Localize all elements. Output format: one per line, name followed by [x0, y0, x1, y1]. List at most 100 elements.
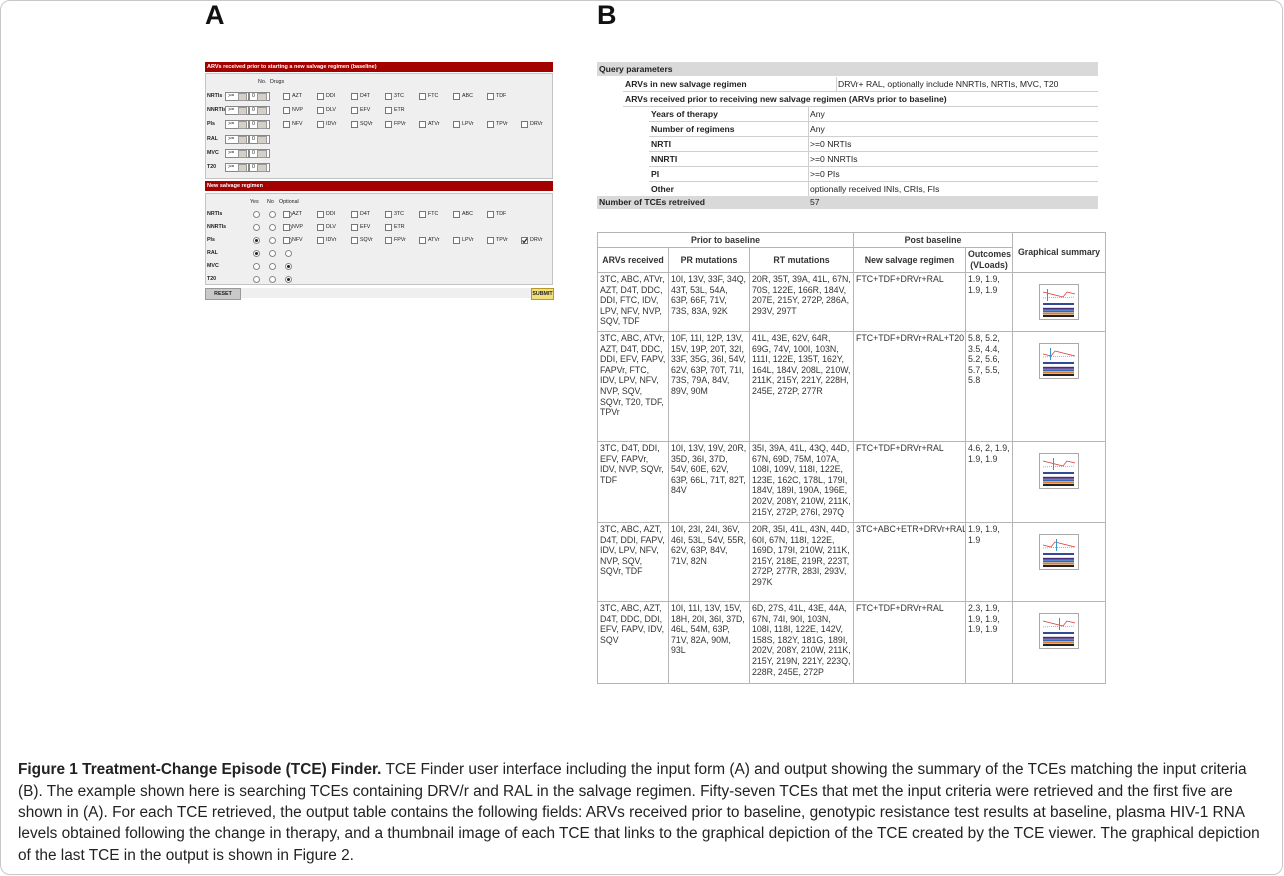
checkbox — [283, 107, 290, 114]
result-cell: 41L, 43E, 62V, 64R, 69G, 74V, 100I, 103N… — [750, 332, 854, 442]
thumbnail[interactable] — [1039, 453, 1079, 489]
checkbox — [317, 107, 324, 114]
checkbox — [317, 121, 324, 128]
thumbnail-shape — [1043, 362, 1074, 364]
checkbox — [453, 211, 460, 218]
result-cell: 3TC, D4T, DDI, EFV, FAPVr, IDV, NVP, SQV… — [598, 442, 669, 523]
thumbnail-shape — [1043, 632, 1074, 634]
thumbnail-shape — [1043, 308, 1074, 310]
column-header: Drugs — [270, 79, 284, 85]
drug-label: D4T — [360, 93, 370, 99]
drug-label: 3TC — [394, 93, 404, 99]
query-value: >=0 NRTIs — [810, 137, 851, 151]
thumbnail-shape — [1043, 372, 1074, 374]
drug-label: DRVr — [530, 237, 543, 243]
drug-label: FTC — [428, 211, 438, 217]
thumbnail[interactable] — [1039, 534, 1079, 570]
thumbnail-shape — [1043, 558, 1074, 560]
thumbnail-shape — [1043, 474, 1074, 476]
column-header: Optional — [279, 199, 299, 205]
thumbnail-shape — [1043, 477, 1074, 479]
row-label: RAL — [207, 136, 218, 142]
checkbox — [385, 121, 392, 128]
radio-dot — [287, 265, 290, 268]
query-divider — [808, 152, 809, 166]
row-label: MVC — [207, 263, 219, 269]
query-value: optionally received INIs, CRIs, FIs — [810, 182, 939, 196]
column-header: ARVs received — [598, 248, 669, 273]
thumbnail[interactable] — [1039, 284, 1079, 320]
radio — [269, 237, 276, 244]
drug-label: TPVr — [496, 121, 508, 127]
drug-label: FPVr — [394, 121, 406, 127]
row-label: MVC — [207, 150, 219, 156]
thumbnail[interactable] — [1039, 343, 1079, 379]
thumbnail-shape — [1043, 303, 1074, 305]
thumbnail-cell — [1013, 602, 1106, 684]
row-label: NRTIs — [207, 211, 222, 217]
query-value: 57 — [810, 196, 820, 209]
checkbox — [283, 224, 290, 231]
drug-label: LPVr — [462, 237, 474, 243]
thumbnail[interactable] — [1039, 613, 1079, 649]
row-label: T20 — [207, 164, 216, 170]
result-row: 3TC, ABC, ATVr, AZT, D4T, DDC, DDI, EFV,… — [598, 332, 1106, 442]
result-cell: 10I, 13V, 19V, 20R, 35D, 36I, 37D, 54V, … — [669, 442, 750, 523]
result-cell: 2.3, 1.9, 1.9, 1.9, 1.9, 1.9 — [966, 602, 1013, 684]
drug-label: EFV — [360, 107, 370, 113]
checkbox — [351, 121, 358, 128]
row-label: NRTIs — [207, 93, 222, 99]
checkbox — [317, 93, 324, 100]
drug-label: DDI — [326, 93, 335, 99]
query-label: ARVs received prior to receiving new sal… — [625, 92, 947, 106]
checkbox — [283, 121, 290, 128]
group-header: Prior to baseline — [598, 233, 854, 248]
drug-label: NVP — [292, 107, 303, 113]
drug-label: ETR — [394, 107, 405, 113]
column-header: No. — [258, 79, 266, 85]
count-button — [257, 121, 267, 129]
radio — [269, 276, 276, 283]
drug-label: DLV — [326, 107, 336, 113]
thumbnail-shape — [1043, 565, 1074, 567]
drug-label: ABC — [462, 93, 473, 99]
query-row — [649, 152, 1098, 167]
checkbox — [419, 93, 426, 100]
result-row: 3TC, ABC, AZT, D4T, DDI, FAPV, IDV, LPV,… — [598, 523, 1106, 602]
thumbnail-shape — [1043, 639, 1074, 641]
result-cell: 10I, 13V, 33F, 34Q, 43T, 53L, 54A, 63P, … — [669, 273, 750, 332]
thumbnail-shape — [1043, 369, 1074, 371]
drug-label: ATVr — [428, 121, 439, 127]
result-cell: 10I, 23I, 24I, 36V, 46I, 53L, 54V, 55R, … — [669, 523, 750, 602]
drug-label: IDVr — [326, 237, 336, 243]
result-cell: FTC+TDF+DRVr+RAL — [854, 442, 966, 523]
thumbnail-cell — [1013, 332, 1106, 442]
drug-label: 3TC — [394, 211, 404, 217]
drug-label: TPVr — [496, 237, 508, 243]
query-label: Number of regimens — [651, 122, 735, 136]
thumbnail-shape — [1043, 555, 1074, 557]
drug-label: DRVr — [530, 121, 543, 127]
radio — [253, 250, 260, 257]
checkbox — [351, 237, 358, 244]
checkbox — [351, 107, 358, 114]
radio — [285, 276, 292, 283]
count-button — [257, 93, 267, 101]
query-value: DRVr+ RAL, optionally include NNRTIs, NR… — [838, 77, 1058, 91]
thumbnail-shape — [1043, 479, 1074, 481]
query-value: Any — [810, 122, 825, 136]
thumbnail-shape — [1043, 310, 1074, 312]
button-bar — [205, 288, 553, 298]
thumbnail-shape — [1043, 644, 1074, 646]
thumbnail-shape — [1043, 560, 1074, 562]
results-body: Prior to baselinePost baselineGraphical … — [598, 233, 1106, 684]
checkbox — [385, 107, 392, 114]
radio — [285, 263, 292, 270]
radio-dot — [255, 239, 258, 242]
thumbnail-shape — [1043, 563, 1074, 565]
thumbnail-cell — [1013, 273, 1106, 332]
row-label: RAL — [207, 250, 218, 256]
result-cell: 5.8, 5.2, 3.5, 4.4, 5.2, 5.6, 5.7, 5.5, … — [966, 332, 1013, 442]
result-cell: FTC+TDF+DRVr+RAL+T20 — [854, 332, 966, 442]
